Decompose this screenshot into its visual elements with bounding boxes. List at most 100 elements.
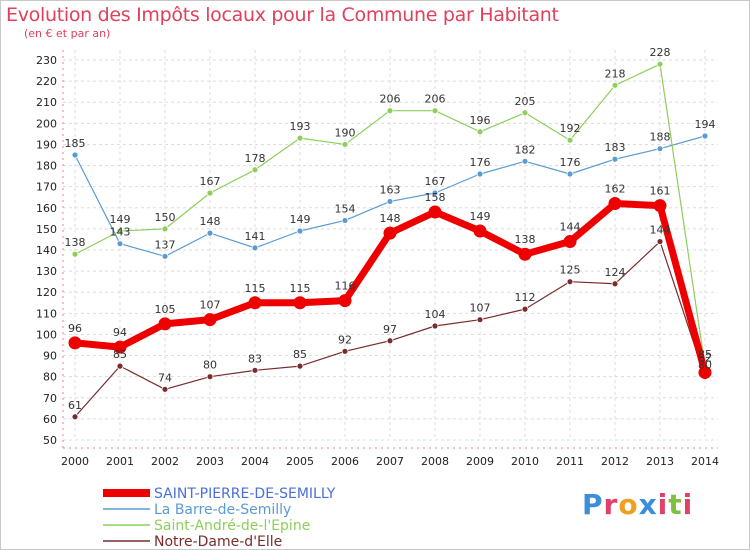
data-label: 112 [515,291,536,304]
data-label: 183 [605,141,626,154]
data-label: 154 [335,202,356,215]
data-label: 137 [155,238,176,251]
data-point [431,322,439,330]
x-tick-label: 2007 [376,455,404,468]
x-tick-label: 2003 [196,455,224,468]
x-tick-label: 2010 [511,455,539,468]
logo-letter: i [657,488,669,521]
data-point [203,313,217,327]
logo-letter: P [582,488,604,521]
data-point [206,229,214,237]
y-tick-label: 210 [36,96,57,109]
data-point [296,362,304,370]
data-label: 176 [470,156,491,169]
data-point [656,60,664,68]
data-label: 92 [338,333,352,346]
data-label: 196 [470,114,491,127]
x-tick-label: 2006 [331,455,359,468]
logo-letter: o [618,488,639,521]
data-point [251,366,259,374]
data-point [386,107,394,115]
data-point [566,278,574,286]
data-label: 206 [380,93,401,106]
data-point [611,280,619,288]
data-point [161,225,169,233]
y-tick-label: 230 [36,54,57,67]
data-point [116,227,124,235]
data-label: 96 [68,322,82,335]
y-tick-label: 190 [36,138,57,151]
data-label: 82 [698,351,712,364]
data-point [161,385,169,393]
x-tick-label: 2012 [601,455,629,468]
data-label: 83 [248,352,262,365]
data-label: 107 [200,299,221,312]
legend-label: La Barre-de-Semilly [154,502,291,518]
x-tick-label: 2001 [106,455,134,468]
data-point [566,136,574,144]
data-label: 74 [158,371,172,384]
logo-letter: t [668,488,683,521]
data-point [293,296,307,310]
data-point [701,132,709,140]
data-label: 80 [698,359,712,372]
data-label: 138 [515,233,536,246]
data-label: 138 [65,236,86,249]
data-point [341,347,349,355]
series-lines [68,60,712,421]
data-point [428,205,442,219]
data-label: 182 [515,143,536,156]
data-label: 94 [113,326,127,339]
data-point [248,296,262,310]
data-label: 144 [560,221,581,234]
y-tick-label: 160 [36,202,57,215]
x-tick-label: 2011 [556,455,584,468]
data-label: 115 [290,282,311,295]
x-tick-label: 2004 [241,455,269,468]
data-label: 143 [110,226,131,239]
data-label: 176 [560,156,581,169]
data-point [656,145,664,153]
data-point [521,157,529,165]
axes: 50 60 70 80 90 100 110 120 130 140 150 160 170 180 190… [36,50,719,468]
data-point [608,197,622,211]
data-point [68,336,82,350]
data-point [71,250,79,258]
x-tick-label: 2008 [421,455,449,468]
data-label: 218 [605,67,626,80]
data-point [656,238,664,245]
data-point [431,107,439,115]
data-label: 85 [113,348,127,361]
data-label: 149 [470,210,491,223]
data-point [296,227,304,235]
data-point [206,189,214,197]
data-label: 148 [380,212,401,225]
data-label: 141 [245,230,266,243]
data-point [116,240,124,248]
grid [63,50,718,441]
x-tick-label: 2002 [151,455,179,468]
data-label: 80 [203,359,217,372]
legend-label: Notre-Dame-d'Elle [154,534,282,550]
y-tick-label: 90 [43,350,57,363]
y-tick-label: 140 [36,244,57,257]
y-tick-label: 120 [36,286,57,299]
data-label: 150 [155,211,176,224]
y-tick-label: 170 [36,181,57,194]
data-point [206,373,214,381]
y-tick-label: 100 [36,328,57,341]
x-tick-label: 2013 [646,455,674,468]
legend-label: SAINT-PIERRE-DE-SEMILLY [154,486,336,502]
data-label: 163 [380,183,401,196]
chart-title: Evolution des Impôts locaux pour la Comm… [6,4,559,26]
data-label: 116 [335,280,356,293]
data-label: 158 [425,191,446,204]
data-point [566,170,574,178]
logo-letter: r [603,488,619,521]
logo-letter: i [682,488,694,521]
chart-subtitle: (en € et par an) [24,27,111,40]
data-point [71,151,79,159]
data-point [158,317,172,331]
data-point [386,198,394,205]
logo-letter: x [638,488,658,521]
